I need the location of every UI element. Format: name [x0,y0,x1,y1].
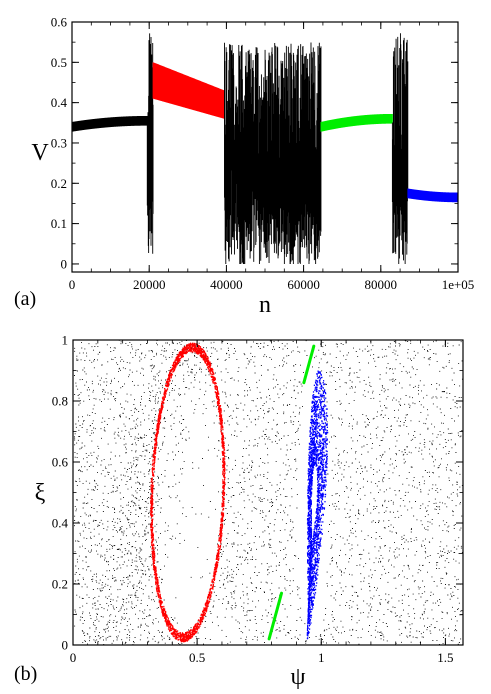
panel-b-label: (b) [14,663,37,685]
panel-a-series-6-regular [407,188,459,203]
panel-a-x-tick-label: 20000 [133,277,166,292]
panel-b-x-tick-label: 0.5 [189,650,205,665]
panel-a-series-2-regular [152,62,225,119]
panel-a-y-tick-label: 0.5 [51,55,67,70]
panel-a-y-axis-label: V [31,140,49,166]
panel-a-series-5-chaotic [391,33,409,264]
panel-a-y-tick-label: 0.1 [51,216,67,231]
panel-a-x-tick-label: 60000 [287,277,320,292]
panel-a-y-tick-label: 0 [61,256,68,271]
panel-a-y-tick-label: 0.6 [51,15,68,30]
panel-b-y-tick-label: 0.2 [52,577,68,592]
panel-a-y-tick-label: 0.2 [51,176,67,191]
panel-b-island-lens [306,370,329,640]
panel-b-x-tick-label: 1 [318,650,325,665]
panel-b-y-axis-label: ξ [35,480,46,506]
panel-a-y-tick-label: 0.4 [51,95,68,110]
panel-b-y-tick-label: 0.8 [52,394,68,409]
panel-b-plot-area [74,339,463,646]
panel-b-x-axis-label: ψ [290,664,305,690]
panel-a-series-0-regular [71,115,148,132]
panel-a-x-tick-label: 80000 [365,277,398,292]
panel-b-green-orbit-segment-1 [302,344,316,385]
panel-a-series-3-chaotic [224,42,322,264]
panel-b-ticks: 0 0.5 1 1.5 0 0.2 0.4 0.6 0.8 1 [52,333,463,665]
panel-b: 0 0.5 1 1.5 0 0.2 0.4 0.6 0.8 1 ξ ψ (b) [14,333,464,690]
panel-a-x-tick-label: 1e+05 [442,277,475,292]
panel-b-green-orbit-segment-0 [267,591,284,641]
panel-a-x-tick-label: 0 [69,277,76,292]
panel-a: 0 20000 40000 60000 80000 1e+05 0 0.1 0.2 0.3 0.4 0… [14,15,474,319]
panel-b-frame [72,339,464,646]
panel-a-x-tick-label: 40000 [210,277,243,292]
panel-a-x-axis-label: n [259,292,271,318]
panel-b-chaotic-sea [74,339,463,646]
panel-a-series-4-regular [320,113,393,132]
panel-b-y-tick-label: 0 [62,638,69,653]
panel-a-series-1-chaotic [146,33,154,254]
panel-a-plot-area [71,33,459,264]
panel-a-label: (a) [14,288,36,310]
panel-b-x-tick-label: 0 [70,650,77,665]
panel-b-y-tick-label: 0.6 [52,455,69,470]
panel-a-y-tick-label: 0.3 [51,135,67,150]
panel-b-y-tick-label: 0.4 [52,516,69,531]
panel-b-x-tick-label: 1.5 [437,650,453,665]
panel-b-y-tick-label: 1 [62,333,69,348]
panel-a-ticks: 0 20000 40000 60000 80000 1e+05 0 0.1 0.2 0.3 0.4 0… [51,15,475,293]
panel-b-island-ellipse [150,342,226,643]
